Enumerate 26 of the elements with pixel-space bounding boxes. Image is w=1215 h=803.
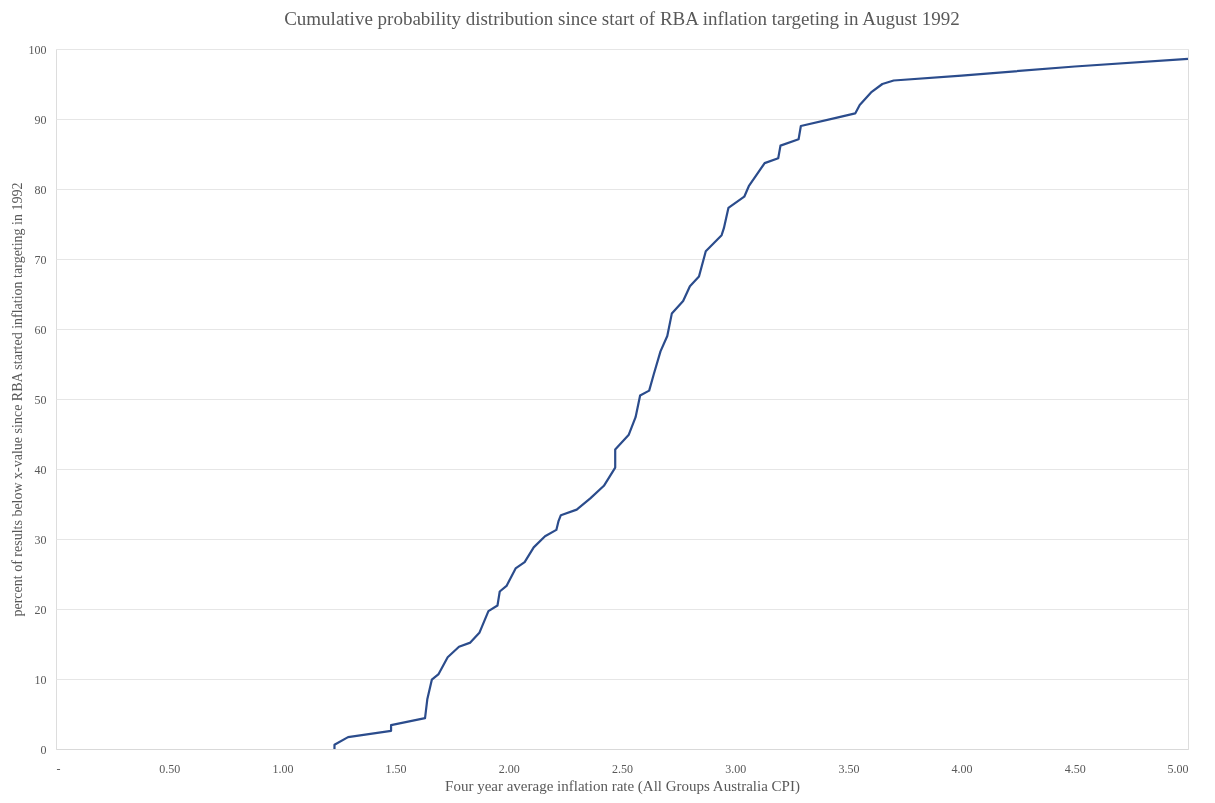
x-tick-label: 1.50 [385,761,407,776]
chart-title: Cumulative probability distribution since start of RBA inflation targeting in August 1992 [284,8,960,29]
x-tick-label: 5.00 [1167,761,1189,776]
x-tick-label: 2.00 [498,761,520,776]
x-tick-label: 3.00 [725,761,747,776]
y-tick-label: 60 [34,322,47,337]
x-tick-label: 0.50 [159,761,181,776]
line-series [333,57,1190,751]
y-tick-label: 100 [28,42,47,57]
x-tick-label: 3.50 [838,761,860,776]
y-tick-label: 0 [40,742,47,757]
y-tick-label: 30 [34,532,47,547]
x-tick-label: - [56,761,61,776]
y-tick-label: 90 [34,112,47,127]
x-tick-label: 4.00 [951,761,973,776]
y-tick-label: 50 [34,392,47,407]
x-tick-label: 2.50 [612,761,633,776]
x-axis-title: Four year average inflation rate (All Groups Australia CPI) [445,777,800,795]
y-tick-label: 20 [34,602,47,617]
y-tick-label: 80 [34,182,47,197]
y-tick-label: 40 [34,462,47,477]
y-tick-label: 70 [34,252,47,267]
y-tick-label: 10 [34,672,47,687]
x-tick-label: 4.50 [1064,761,1086,776]
y-axis-title: percent of results below x-value since RBA started inflation targeting in 1992 [9,182,25,617]
x-tick-label: 1.00 [272,761,294,776]
